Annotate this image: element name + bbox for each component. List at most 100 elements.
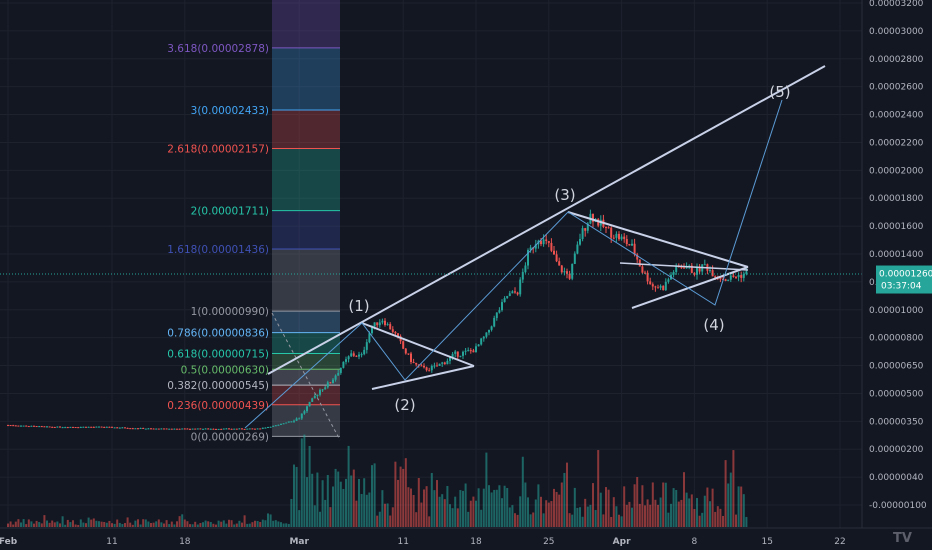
volume-bar	[220, 521, 223, 527]
volume-bar	[7, 523, 9, 527]
volume-bar	[217, 520, 220, 527]
time-axis[interactable]: Feb 11 18 Mar 11 18 25 Apr 8 15 22	[0, 527, 932, 550]
candle-body	[555, 254, 558, 262]
volume-bar	[137, 519, 139, 527]
candle-body	[545, 239, 548, 241]
candle-body	[464, 350, 467, 352]
candle-body	[285, 422, 288, 424]
volume-bar	[160, 522, 163, 527]
volume-bar	[105, 522, 108, 527]
candle-body	[173, 428, 176, 430]
candle-body	[238, 428, 241, 430]
candle-body	[573, 253, 576, 264]
candle-body	[703, 264, 706, 266]
volume-bar	[209, 522, 212, 527]
volume-bar	[412, 495, 415, 527]
volume-bar	[501, 498, 503, 527]
volume-bar	[560, 482, 563, 527]
volume-bar	[246, 523, 249, 527]
volume-bar	[399, 466, 402, 527]
fib-band	[272, 0, 340, 48]
drawing-annotations[interactable]	[0, 65, 862, 429]
candle-body	[261, 427, 264, 429]
candle-body	[394, 331, 397, 334]
fib-level-label: 2.618(0.00002157)	[167, 143, 269, 155]
candle-body	[672, 271, 675, 275]
price-axis-bg	[862, 0, 932, 528]
volume-bar	[233, 524, 236, 527]
price-axis[interactable]: 0.00003200 0.00003000 0.00002800 0.00002600…	[861, 0, 932, 528]
candle-body	[529, 247, 532, 251]
candle-body	[51, 426, 54, 428]
candle-body	[118, 427, 121, 429]
volume-bar	[207, 521, 210, 527]
candle-body	[251, 428, 254, 430]
candle-body	[638, 259, 641, 267]
volume-bar	[423, 489, 425, 527]
volume-bar	[462, 490, 464, 527]
candle-body	[220, 428, 223, 430]
candle-body	[38, 426, 41, 428]
volume-bar	[404, 458, 407, 527]
volume-bar	[342, 488, 345, 527]
volume-bar	[690, 494, 693, 527]
volume-bar	[381, 490, 384, 527]
volume-bar	[571, 514, 574, 527]
volume-bar	[189, 524, 191, 527]
volume-bar	[729, 472, 732, 527]
candle-body	[698, 266, 701, 272]
volume-bar	[308, 445, 311, 527]
candle-body	[391, 329, 394, 332]
volume-bar	[545, 500, 548, 527]
candle-body	[662, 285, 665, 291]
volume-bar	[514, 513, 516, 527]
candle-body	[482, 336, 485, 339]
candle-body	[282, 423, 285, 425]
fib-band	[272, 148, 340, 211]
volume-bar	[376, 515, 379, 527]
candle-body	[12, 425, 15, 427]
candle-body	[22, 425, 25, 427]
candle-body	[256, 428, 259, 430]
candle-body	[680, 267, 683, 269]
candle-body	[196, 428, 199, 430]
volume-bar	[688, 498, 691, 527]
fib-extension-tool[interactable]: 3.618(0.00002878) 3(0.00002433) 2.618(0.00…	[167, 0, 341, 443]
volume-bar	[576, 507, 579, 527]
candle-body	[508, 293, 511, 296]
candle-body	[352, 353, 355, 356]
candle-body	[111, 426, 113, 428]
volume-bar	[61, 516, 64, 527]
candle-body	[475, 346, 477, 353]
volume-bar	[433, 490, 436, 527]
candle-body	[59, 426, 61, 428]
price-tick-label: 0.00002800	[869, 55, 924, 65]
candle-body	[27, 426, 30, 428]
candle-body	[178, 428, 181, 430]
volume-bar	[428, 516, 431, 527]
volume-bar	[311, 473, 314, 527]
volume-bar	[402, 468, 405, 527]
candle-body	[664, 281, 667, 291]
trend-line	[267, 65, 826, 375]
fib-level-label: 0.5(0.00000630)	[181, 364, 269, 376]
wave-label: (4)	[703, 316, 724, 334]
volume-bar	[9, 521, 12, 527]
trend-line	[631, 266, 749, 309]
volume-bar	[425, 486, 428, 527]
price-tick-label: -0.00000100	[869, 501, 927, 511]
volume-bar	[176, 521, 178, 527]
volume-bar	[222, 520, 225, 527]
candle-body	[9, 425, 12, 427]
volume-bar	[256, 521, 259, 527]
volume-bar	[280, 522, 282, 527]
volume-bar	[194, 521, 197, 527]
volume-bar	[625, 504, 628, 527]
candle-body	[480, 338, 483, 345]
candle-body	[423, 365, 425, 368]
fib-level-label: 0.236(0.00000439)	[167, 400, 269, 412]
volume-bar	[415, 512, 418, 527]
volume-bar	[118, 522, 121, 527]
